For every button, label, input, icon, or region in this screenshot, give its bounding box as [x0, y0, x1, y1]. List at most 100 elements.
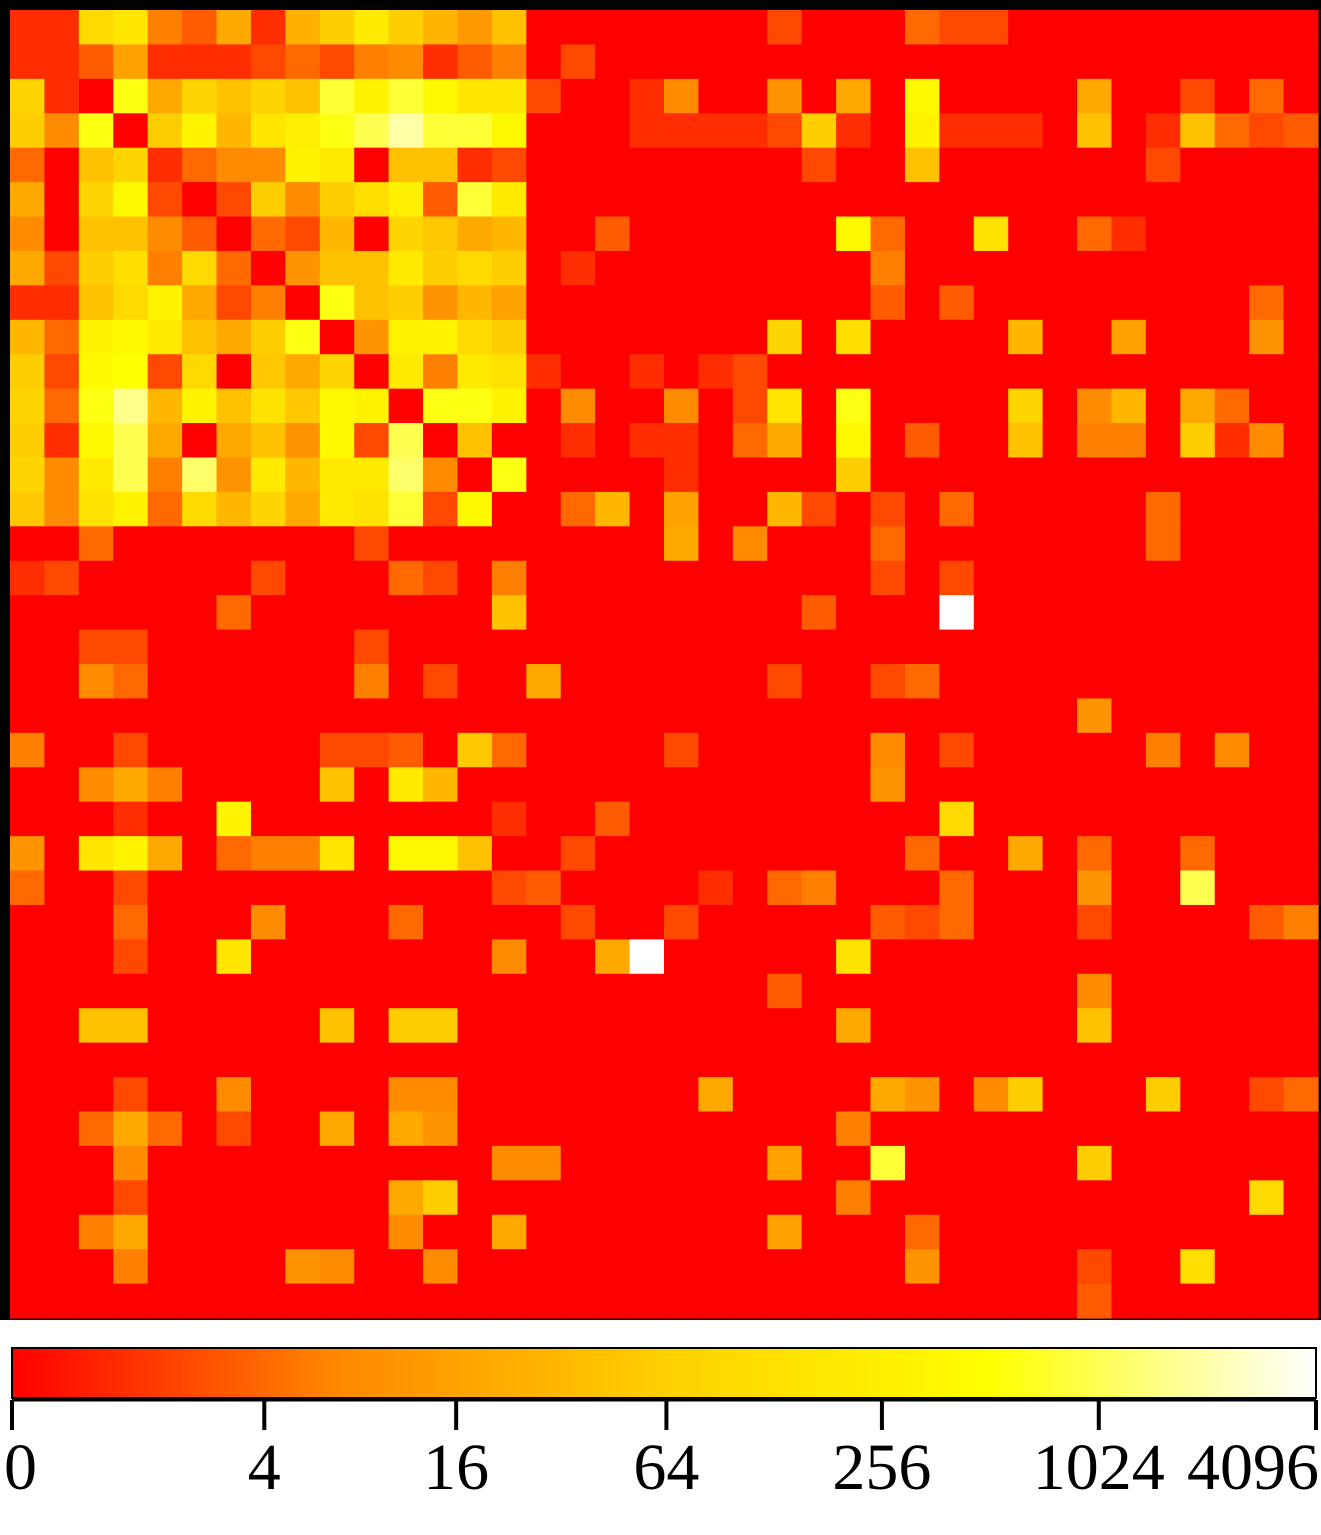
heatmap-cell	[250, 44, 286, 80]
heatmap-cell	[1042, 491, 1078, 527]
heatmap-cell	[1042, 904, 1078, 940]
heatmap-cell	[44, 664, 80, 700]
heatmap-cell	[732, 836, 768, 872]
heatmap-cell	[388, 1214, 424, 1250]
heatmap-cell	[1283, 10, 1319, 46]
heatmap-cell	[1077, 78, 1113, 114]
heatmap-cell	[354, 664, 390, 700]
heatmap-cell	[801, 457, 837, 493]
heatmap-cell	[629, 423, 665, 459]
heatmap-cell	[182, 250, 218, 286]
heatmap-cell	[629, 595, 665, 631]
heatmap-cell	[526, 319, 562, 355]
heatmap-cell	[1214, 182, 1250, 218]
heatmap-cell	[836, 939, 872, 975]
heatmap-cell	[388, 664, 424, 700]
heatmap-cell	[1145, 1249, 1181, 1285]
heatmap-cell	[801, 354, 837, 390]
heatmap-cell	[113, 1077, 149, 1113]
heatmap-cell	[182, 1042, 218, 1078]
heatmap-cell	[767, 698, 803, 734]
heatmap-cell	[78, 10, 114, 46]
heatmap-cell	[1077, 1180, 1113, 1216]
heatmap-cell	[836, 1249, 872, 1285]
heatmap-cell	[629, 113, 665, 149]
heatmap-cell	[629, 526, 665, 562]
heatmap-cell	[10, 732, 46, 768]
heatmap-cell	[457, 904, 493, 940]
heatmap-cell	[44, 1214, 80, 1250]
heatmap-cell	[250, 319, 286, 355]
heatmap-cell	[44, 629, 80, 665]
heatmap-cell	[629, 216, 665, 252]
heatmap-cell	[1214, 1283, 1250, 1319]
heatmap-cell	[44, 1283, 80, 1319]
heatmap-cell	[973, 629, 1009, 665]
heatmap-cell	[491, 629, 527, 665]
heatmap-cell	[319, 973, 355, 1009]
heatmap-cell	[767, 904, 803, 940]
heatmap-cell	[526, 10, 562, 46]
heatmap-cell	[973, 1111, 1009, 1147]
heatmap-cell	[319, 388, 355, 424]
heatmap-cell	[285, 250, 321, 286]
heatmap-cell	[147, 836, 183, 872]
heatmap-cell	[78, 698, 114, 734]
heatmap-cell	[595, 1214, 631, 1250]
heatmap-cell	[904, 1111, 940, 1147]
heatmap-cell	[1042, 1042, 1078, 1078]
heatmap-cell	[250, 388, 286, 424]
heatmap-cell	[354, 78, 390, 114]
heatmap-cell	[491, 904, 527, 940]
heatmap-cell	[1249, 457, 1285, 493]
heatmap-cell	[1145, 629, 1181, 665]
heatmap-cell	[767, 939, 803, 975]
heatmap-cell	[1077, 732, 1113, 768]
heatmap-cell	[113, 560, 149, 596]
heatmap-cell	[113, 1042, 149, 1078]
heatmap-cell	[491, 698, 527, 734]
heatmap-cell	[973, 939, 1009, 975]
heatmap-cell	[801, 10, 837, 46]
heatmap-cell	[526, 216, 562, 252]
heatmap-cell	[1249, 78, 1285, 114]
heatmap-cell	[10, 1111, 46, 1147]
heatmap-cell	[836, 1145, 872, 1181]
heatmap-cell	[767, 147, 803, 183]
heatmap-cell	[1214, 10, 1250, 46]
heatmap-cell	[904, 1180, 940, 1216]
heatmap-cell	[1008, 767, 1044, 803]
heatmap-cell	[732, 595, 768, 631]
heatmap-cell	[526, 1283, 562, 1319]
heatmap-cell	[939, 216, 975, 252]
heatmap-cell	[595, 698, 631, 734]
heatmap-cell	[491, 10, 527, 46]
heatmap-cell	[1249, 491, 1285, 527]
heatmap-cell	[1008, 836, 1044, 872]
heatmap-cell	[491, 595, 527, 631]
heatmap-cell	[526, 44, 562, 80]
heatmap-cell	[250, 354, 286, 390]
heatmap-cell	[182, 182, 218, 218]
heatmap-cell	[182, 1111, 218, 1147]
heatmap-cell	[44, 319, 80, 355]
heatmap-cell	[870, 1180, 906, 1216]
heatmap-cell	[113, 595, 149, 631]
heatmap-cell	[1145, 595, 1181, 631]
heatmap-cell	[560, 595, 596, 631]
heatmap-cell	[1214, 113, 1250, 149]
heatmap-cell	[1180, 319, 1216, 355]
heatmap-cell	[664, 1008, 700, 1044]
heatmap-cell	[939, 250, 975, 286]
heatmap-cell	[216, 595, 252, 631]
heatmap-cell	[1180, 870, 1216, 906]
heatmap-cell	[1180, 629, 1216, 665]
heatmap-cell	[388, 1145, 424, 1181]
heatmap-cell	[491, 78, 527, 114]
heatmap-cell	[904, 354, 940, 390]
heatmap-cell	[1249, 629, 1285, 665]
heatmap-cell	[78, 870, 114, 906]
heatmap-cell	[595, 904, 631, 940]
heatmap-cell	[1077, 457, 1113, 493]
heatmap-cell	[354, 1214, 390, 1250]
